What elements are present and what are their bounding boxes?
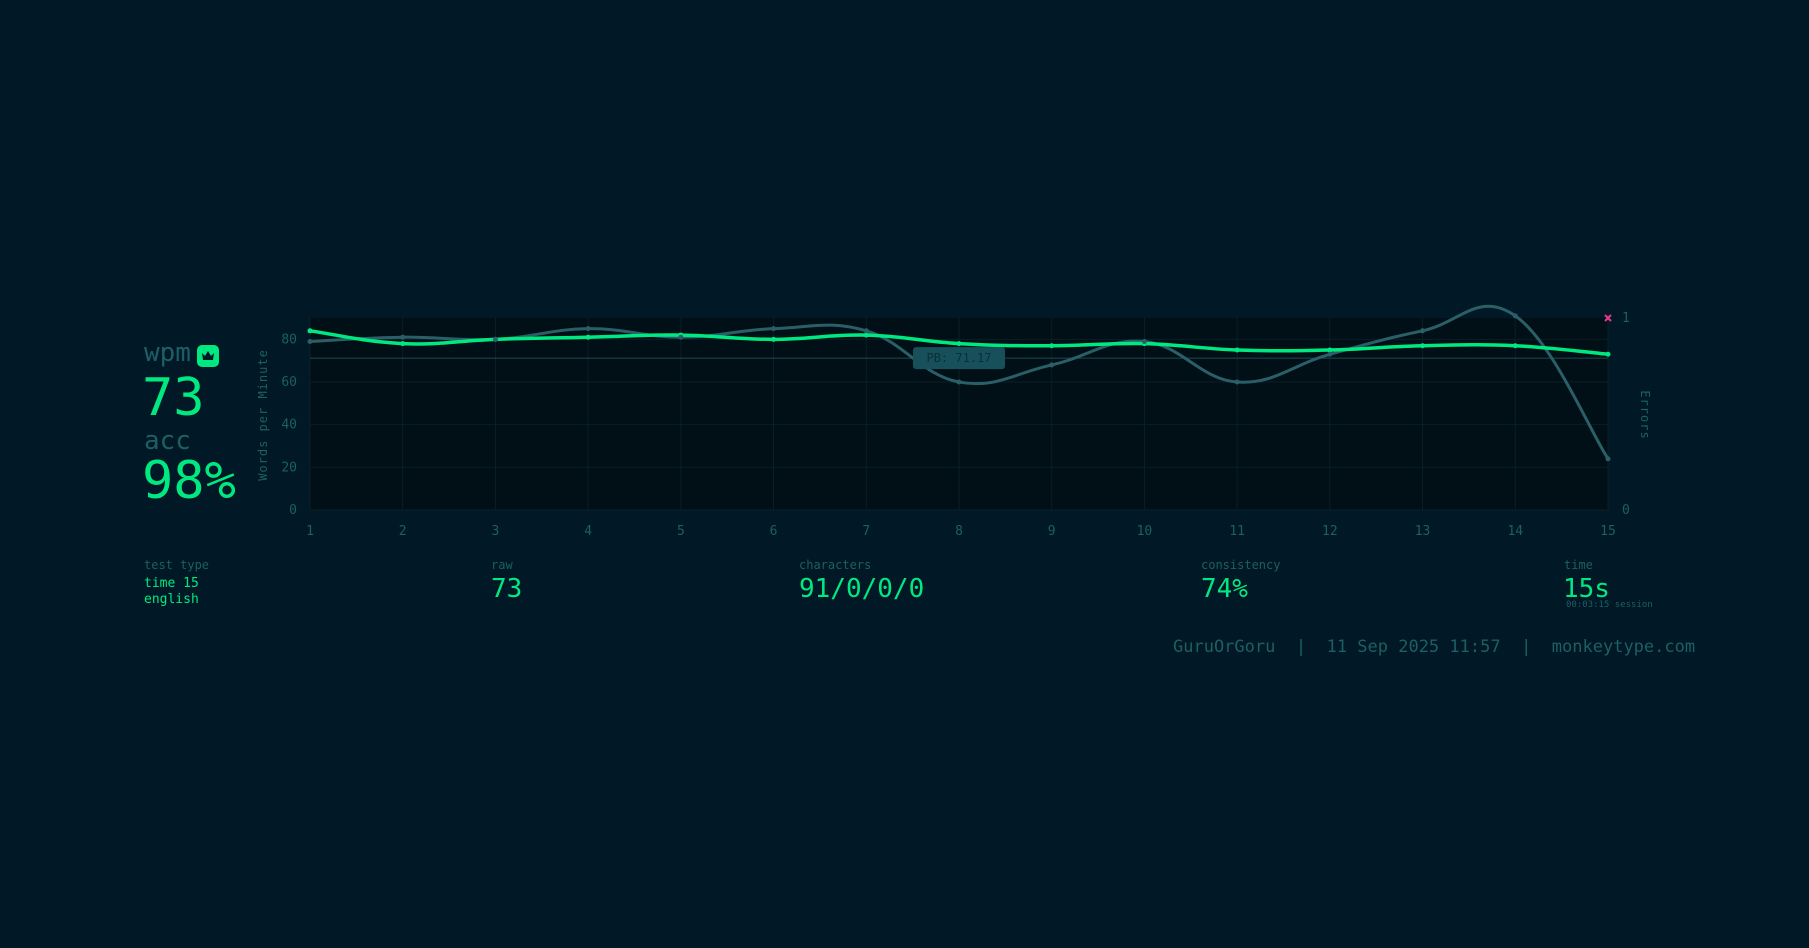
session-time: 00:03:15 session: [1566, 600, 1653, 610]
raw-point: [956, 379, 962, 385]
x-tick-label: 8: [955, 524, 963, 539]
acc-label: acc: [144, 426, 191, 456]
y-tick-label: 80: [281, 332, 297, 347]
personal-best-crown-icon: [197, 345, 219, 367]
x-tick-label: 10: [1137, 524, 1153, 539]
footer-username: GuruOrGoru: [1173, 637, 1276, 657]
y2-axis-label: Errors: [1638, 390, 1652, 439]
wpm-value: 73: [142, 368, 205, 428]
wpm-point: [1234, 347, 1240, 353]
characters-value: 91/0/0/0: [799, 574, 925, 604]
raw-label: raw: [491, 558, 513, 572]
acc-value: 98%: [142, 451, 236, 511]
y2-axis-ticks: 01: [1622, 311, 1630, 518]
footer-separator: |: [1295, 637, 1307, 657]
wpm-point: [585, 334, 591, 340]
raw-point: [492, 336, 498, 342]
consistency-value: 74%: [1201, 574, 1248, 604]
raw-point: [678, 334, 684, 340]
pb-tag: PB: 71.17: [913, 347, 1005, 370]
raw-point: [307, 338, 313, 344]
raw-point: [1420, 328, 1426, 334]
raw-point: [1512, 313, 1518, 319]
raw-point: [1605, 456, 1611, 462]
raw-point: [1327, 351, 1333, 357]
x-tick-label: 15: [1600, 524, 1616, 539]
wpm-point: [400, 341, 406, 347]
x-tick-label: 13: [1415, 524, 1431, 539]
footer-separator: |: [1521, 637, 1532, 657]
x-tick-label: 1: [306, 524, 314, 539]
y2-tick-label: 0: [1622, 503, 1630, 518]
wpm-point: [1049, 343, 1055, 349]
x-tick-label: 11: [1229, 524, 1245, 539]
x-tick-label: 9: [1048, 524, 1056, 539]
characters-label: characters: [799, 558, 872, 572]
wpm-point: [771, 336, 777, 342]
footer-site[interactable]: monkeytype.com: [1551, 637, 1696, 657]
raw-point: [585, 326, 591, 332]
pb-tag-label: PB: 71.17: [926, 351, 991, 365]
footer-date: 11 Sep 2025 11:57: [1326, 637, 1501, 657]
test-type-label: test type: [144, 558, 210, 572]
x-tick-label: 14: [1507, 524, 1523, 539]
wpm-point: [1512, 343, 1518, 349]
raw-point: [771, 326, 777, 332]
raw-point: [863, 328, 869, 334]
raw-point: [1141, 338, 1147, 344]
wpm-point: [1605, 351, 1611, 357]
y-axis-label: Words per Minute: [256, 349, 270, 481]
y2-tick-label: 1: [1622, 311, 1630, 326]
footer-info: GuruOrGoru | 11 Sep 2025 11:57 | monkeyt…: [1173, 637, 1695, 657]
x-tick-label: 5: [677, 524, 685, 539]
time-value: 15s: [1563, 574, 1610, 604]
error-marker: [1604, 314, 1612, 322]
time-label: time: [1564, 558, 1593, 572]
raw-point: [1049, 362, 1055, 368]
y-axis-ticks: 0 20 40 60 80: [281, 332, 297, 518]
x-tick-label: 4: [584, 524, 592, 539]
raw-point: [1234, 379, 1240, 385]
test-type-mode[interactable]: time 15: [144, 576, 199, 591]
wpm-point: [863, 332, 869, 338]
raw-value: 73: [491, 574, 523, 604]
x-tick-label: 12: [1322, 524, 1338, 539]
x-tick-label: 3: [492, 524, 500, 539]
raw-point: [400, 334, 406, 340]
y-tick-label: 40: [281, 418, 297, 433]
test-type-language[interactable]: english: [144, 592, 199, 607]
x-axis-ticks: 1 2 3 4 5 6 7 8 9 10 11 12 13 14 15: [306, 524, 1616, 539]
x-tick-label: 7: [862, 524, 870, 539]
y-tick-label: 60: [281, 375, 297, 390]
x-tick-label: 6: [770, 524, 778, 539]
y-tick-label: 0: [289, 503, 297, 518]
wpm-point: [307, 328, 313, 334]
wpm-label: wpm: [144, 338, 191, 368]
wpm-point: [1327, 347, 1333, 353]
x-tick-label: 2: [399, 524, 407, 539]
wpm-point: [1420, 343, 1426, 349]
y-tick-label: 20: [281, 460, 297, 475]
wpm-point: [956, 341, 962, 347]
consistency-label: consistency: [1201, 558, 1281, 572]
